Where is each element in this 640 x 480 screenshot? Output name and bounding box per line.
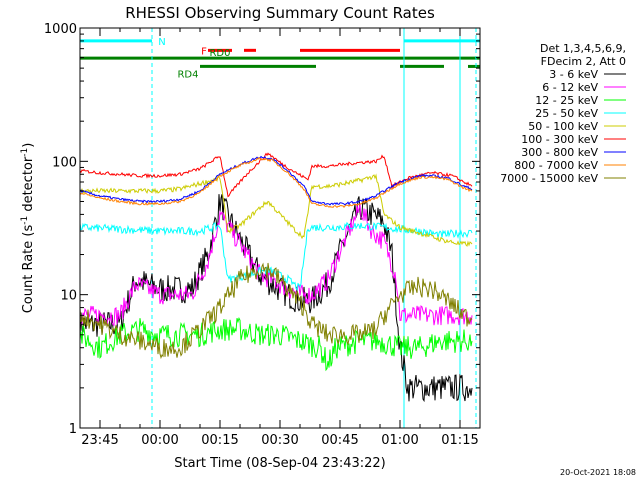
series-line <box>79 316 473 372</box>
flag-bars: N F RD0 RD4 <box>80 37 480 80</box>
y-axis: 1 10 100 1000 <box>44 22 480 437</box>
x-axis-label: Start Time (08-Sep-04 23:43:22) <box>174 456 385 471</box>
x-tick-label: 00:00 <box>141 433 178 448</box>
flag-bar-label: F <box>201 46 207 57</box>
chart-title: RHESSI Observing Summary Count Rates <box>125 4 435 22</box>
x-tick-label: 23:45 <box>81 433 118 448</box>
flag-bar-label: RD0 <box>209 48 230 59</box>
legend-entry: 7000 - 15000 keV <box>500 172 598 185</box>
legend-entry: 800 - 7000 keV <box>514 159 598 172</box>
x-tick-label: 00:45 <box>321 433 358 448</box>
legend-header: FDecim 2, Att 0 <box>541 55 626 68</box>
series-line <box>79 156 473 209</box>
x-tick-label: 00:30 <box>261 433 298 448</box>
series-line <box>79 173 473 247</box>
series-line <box>79 194 473 403</box>
x-axis: 23:45 00:00 00:15 00:30 00:45 01:00 01:15 <box>79 28 481 448</box>
legend-entry: 100 - 300 keV <box>521 133 598 146</box>
flag-bar-label: N <box>158 37 165 48</box>
y-tick-label: 10 <box>60 289 77 304</box>
y-tick-label: 100 <box>52 155 77 170</box>
y-tick-label: 1 <box>69 422 77 437</box>
series-line <box>79 152 473 198</box>
legend-header: Det 1,3,4,5,6,9, <box>540 42 626 55</box>
x-tick-label: 00:15 <box>201 433 238 448</box>
series-lines <box>79 152 473 403</box>
legend-entry: 3 - 6 keV <box>549 68 598 81</box>
flag-bar-label: RD4 <box>177 69 198 80</box>
legend-entry: 12 - 25 keV <box>535 94 598 107</box>
series-line <box>79 204 473 327</box>
y-axis-label: Count Rate (s-1 detector-1) <box>20 143 36 314</box>
legend-entry: 50 - 100 keV <box>528 120 598 133</box>
legend-entry: 25 - 50 keV <box>535 107 598 120</box>
timestamp-label: 20-Oct-2021 18:08 <box>560 468 636 477</box>
series-line <box>79 262 473 360</box>
legend-entry: 300 - 800 keV <box>521 146 598 159</box>
legend: Det 1,3,4,5,6,9,FDecim 2, Att 03 - 6 keV… <box>500 42 626 185</box>
y-tick-label: 1000 <box>44 22 77 37</box>
legend-entry: 6 - 12 keV <box>542 81 598 94</box>
x-tick-label: 01:00 <box>381 433 418 448</box>
x-tick-label: 01:15 <box>441 433 478 448</box>
